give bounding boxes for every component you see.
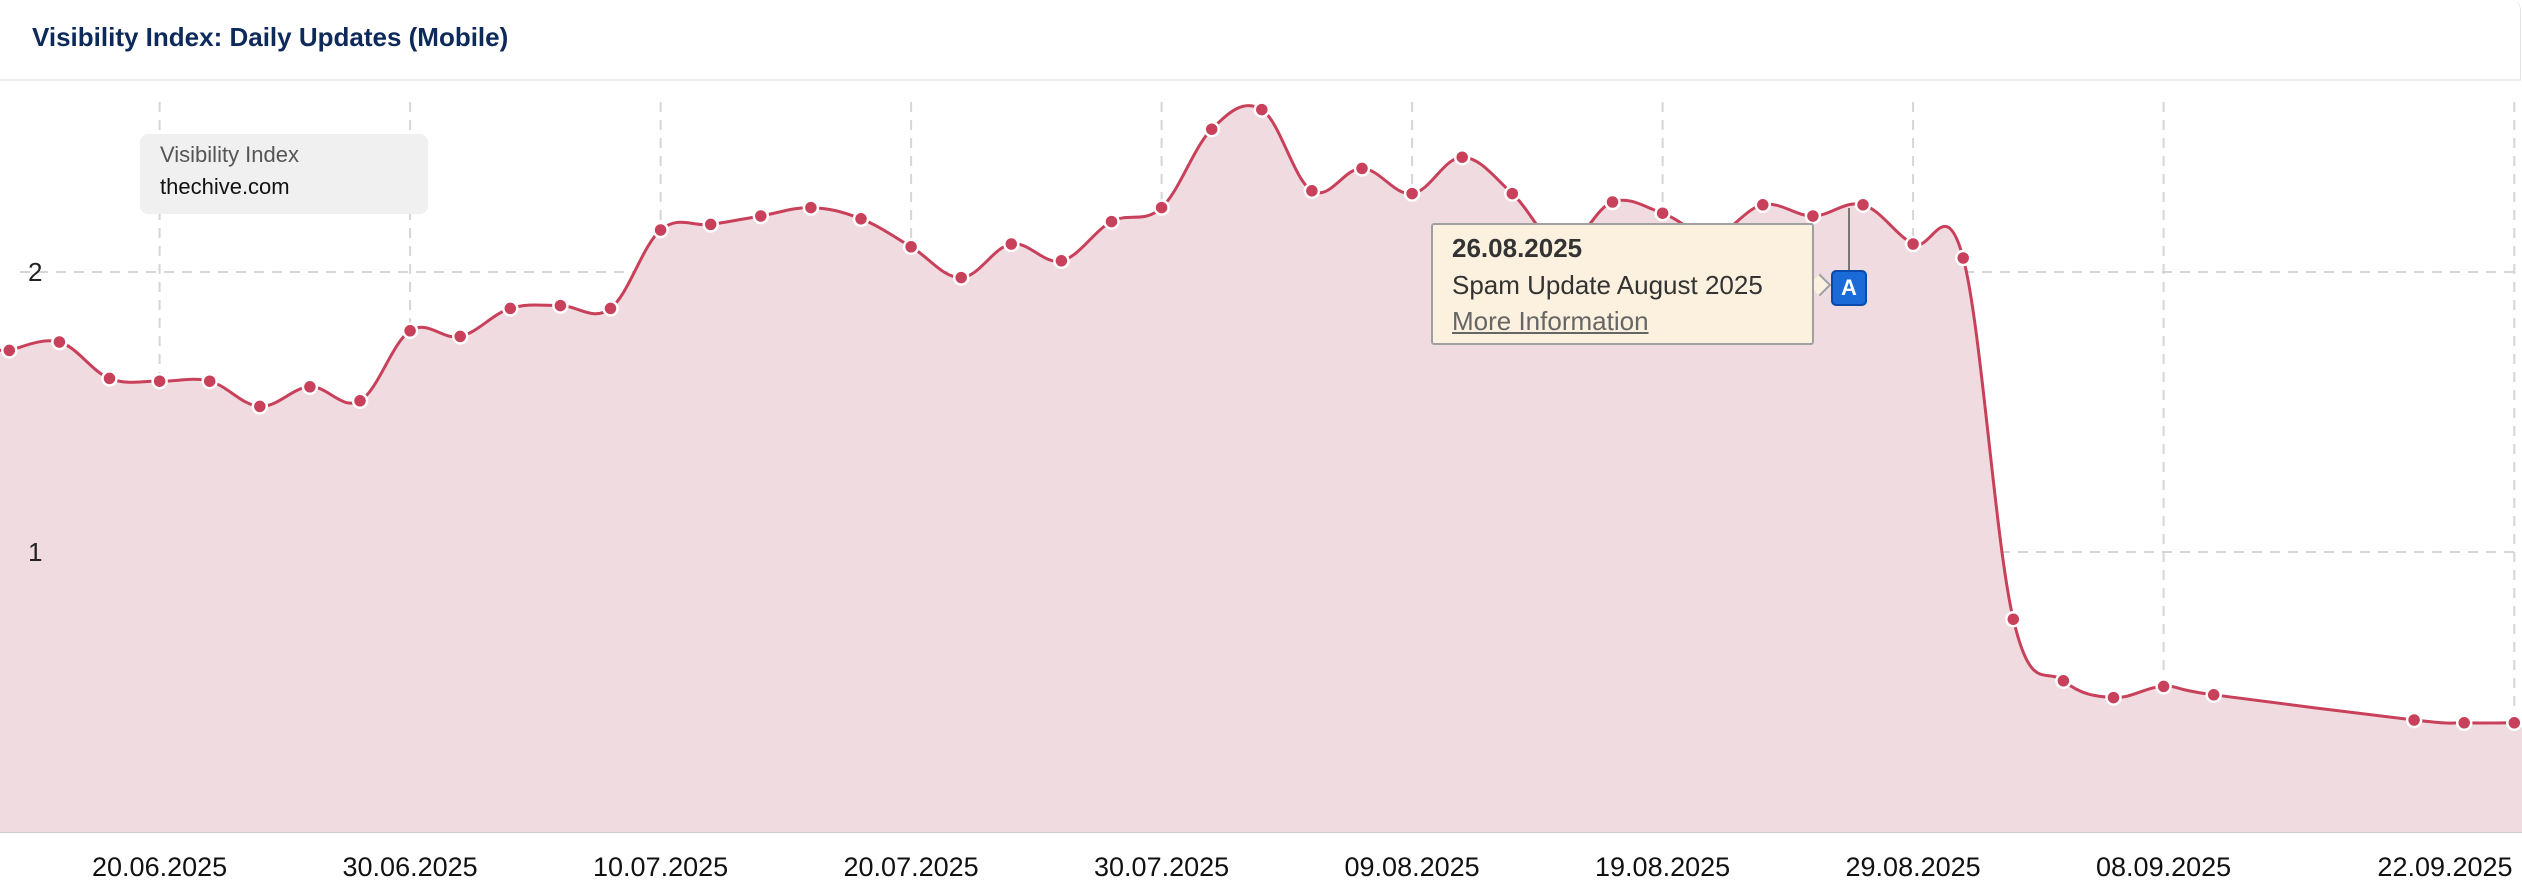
data-point bbox=[702, 216, 719, 233]
x-tick-label: 30.06.2025 bbox=[343, 852, 478, 880]
data-point bbox=[101, 370, 118, 387]
data-point bbox=[902, 238, 920, 256]
data-point bbox=[1604, 193, 1621, 211]
data-point bbox=[251, 398, 269, 415]
x-tick-label: 29.08.2025 bbox=[1846, 852, 1981, 880]
event-flag-a[interactable]: A bbox=[1831, 270, 1867, 306]
data-point bbox=[802, 199, 820, 216]
data-point bbox=[51, 333, 68, 351]
x-tick-label: 30.07.2025 bbox=[1094, 852, 1229, 880]
data-point bbox=[652, 221, 669, 239]
data-point bbox=[201, 372, 218, 390]
tooltip-date: 26.08.2025 bbox=[1452, 233, 1583, 263]
data-point bbox=[2205, 686, 2222, 704]
x-tick-label: 20.06.2025 bbox=[92, 852, 227, 880]
data-point bbox=[2405, 711, 2423, 729]
legend-domain: thechive.com bbox=[160, 174, 290, 199]
data-point bbox=[401, 322, 419, 340]
data-point bbox=[2055, 672, 2072, 690]
x-tick-label: 09.08.2025 bbox=[1345, 852, 1480, 880]
data-point bbox=[151, 372, 168, 390]
data-point bbox=[1804, 207, 1822, 225]
data-point bbox=[1153, 199, 1170, 216]
data-point bbox=[1353, 160, 1371, 177]
data-point bbox=[1253, 101, 1271, 118]
data-point bbox=[451, 328, 469, 345]
x-tick-label: 22.09.2025 bbox=[2377, 852, 2512, 880]
data-point bbox=[301, 378, 319, 396]
data-point bbox=[1203, 120, 1220, 138]
x-tick-label: 10.07.2025 bbox=[593, 852, 728, 880]
chart-title: Visibility Index: Daily Updates (Mobile) bbox=[32, 22, 509, 52]
data-point bbox=[1103, 213, 1120, 230]
x-tick-label: 20.07.2025 bbox=[844, 852, 979, 880]
data-point bbox=[1654, 204, 1671, 222]
data-point bbox=[2506, 714, 2522, 732]
data-point bbox=[1453, 148, 1471, 166]
legend-metric: Visibility Index bbox=[160, 142, 299, 167]
event-flag-line bbox=[1848, 208, 1850, 270]
chart-header: Visibility Index: Daily Updates (Mobile) bbox=[0, 0, 2521, 81]
data-point bbox=[602, 300, 619, 317]
data-point bbox=[1403, 185, 1421, 202]
y-tick-label: 1 bbox=[28, 537, 42, 567]
data-point bbox=[552, 297, 569, 314]
data-point bbox=[2005, 610, 2022, 628]
data-point bbox=[952, 269, 970, 286]
x-tick-label: 08.09.2025 bbox=[2096, 852, 2231, 880]
data-point bbox=[852, 210, 870, 228]
area-fill bbox=[0, 105, 2522, 833]
data-point bbox=[1, 342, 18, 359]
data-point bbox=[1003, 235, 1020, 253]
data-point bbox=[1854, 196, 1872, 214]
tooltip-event: Spam Update August 2025 bbox=[1452, 270, 1763, 300]
data-point bbox=[752, 207, 770, 225]
data-point bbox=[2455, 714, 2473, 732]
data-point bbox=[351, 392, 369, 410]
data-point bbox=[1754, 196, 1772, 214]
y-tick-label: 2 bbox=[28, 257, 42, 287]
more-information-link[interactable]: More Information bbox=[1452, 306, 1649, 336]
legend-box: Visibility Index thechive.com bbox=[140, 134, 428, 214]
data-point bbox=[2155, 678, 2172, 695]
data-point bbox=[1504, 185, 1521, 202]
data-point bbox=[1053, 252, 1070, 270]
data-point bbox=[502, 300, 519, 317]
data-point bbox=[1303, 182, 1321, 200]
x-tick-label: 19.08.2025 bbox=[1595, 852, 1730, 880]
data-point bbox=[1954, 249, 1972, 267]
event-tooltip: 26.08.2025 Spam Update August 2025 More … bbox=[1431, 223, 1814, 345]
data-point bbox=[2105, 689, 2122, 706]
data-point bbox=[1904, 235, 1922, 253]
